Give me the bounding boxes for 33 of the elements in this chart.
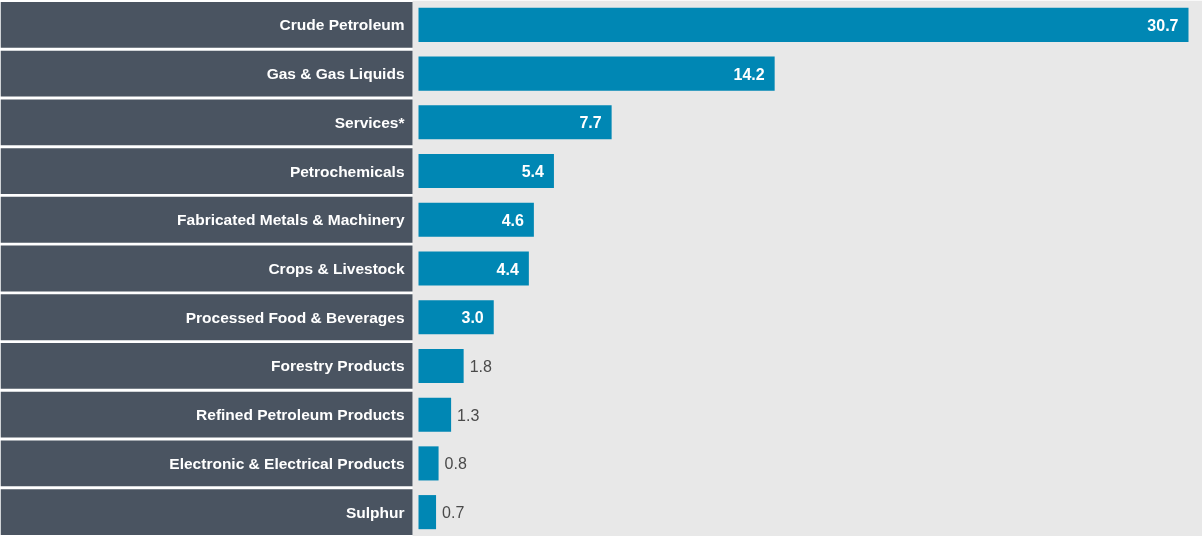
data-label: 0.7 (442, 504, 465, 522)
y-tick-label: Gas & Gas Liquids (266, 65, 405, 83)
bar (418, 56, 775, 91)
y-tick-label: Crops & Livestock (268, 260, 405, 277)
y-tick-label: Fabricated Metals & Machinery (177, 211, 405, 229)
bar (418, 300, 494, 335)
y-tick-label: Forestry Products (270, 357, 405, 375)
y-tick-label: Processed Food & Beverages (185, 308, 405, 326)
bar (418, 202, 534, 237)
data-label: 5.4 (521, 163, 545, 181)
y-tick-label: Refined Petroleum Products (196, 406, 405, 424)
data-label: 1.3 (457, 406, 480, 424)
data-label: 30.7 (1147, 16, 1179, 34)
bar (418, 495, 437, 530)
y-tick-label: Services* (334, 113, 406, 131)
data-label: 4.4 (496, 260, 519, 278)
data-label: 14.2 (733, 65, 765, 83)
y-tick-label: Electronic & Electrical Products (169, 454, 405, 472)
bar (418, 397, 452, 432)
data-label: 0.8 (444, 455, 467, 473)
bar (418, 7, 1189, 42)
data-label: 7.7 (579, 114, 602, 132)
y-tick-label: Crude Petroleum (279, 16, 405, 34)
data-label: 1.8 (469, 357, 492, 375)
bar (418, 446, 439, 481)
bar (418, 105, 612, 140)
data-label: 3.0 (461, 309, 484, 327)
y-tick-label: Sulphur (345, 503, 405, 521)
bar (418, 348, 464, 384)
data-label: 4.6 (501, 211, 524, 229)
bar (418, 153, 554, 189)
y-tick-label: Petrochemicals (289, 162, 405, 180)
bar (418, 251, 529, 286)
